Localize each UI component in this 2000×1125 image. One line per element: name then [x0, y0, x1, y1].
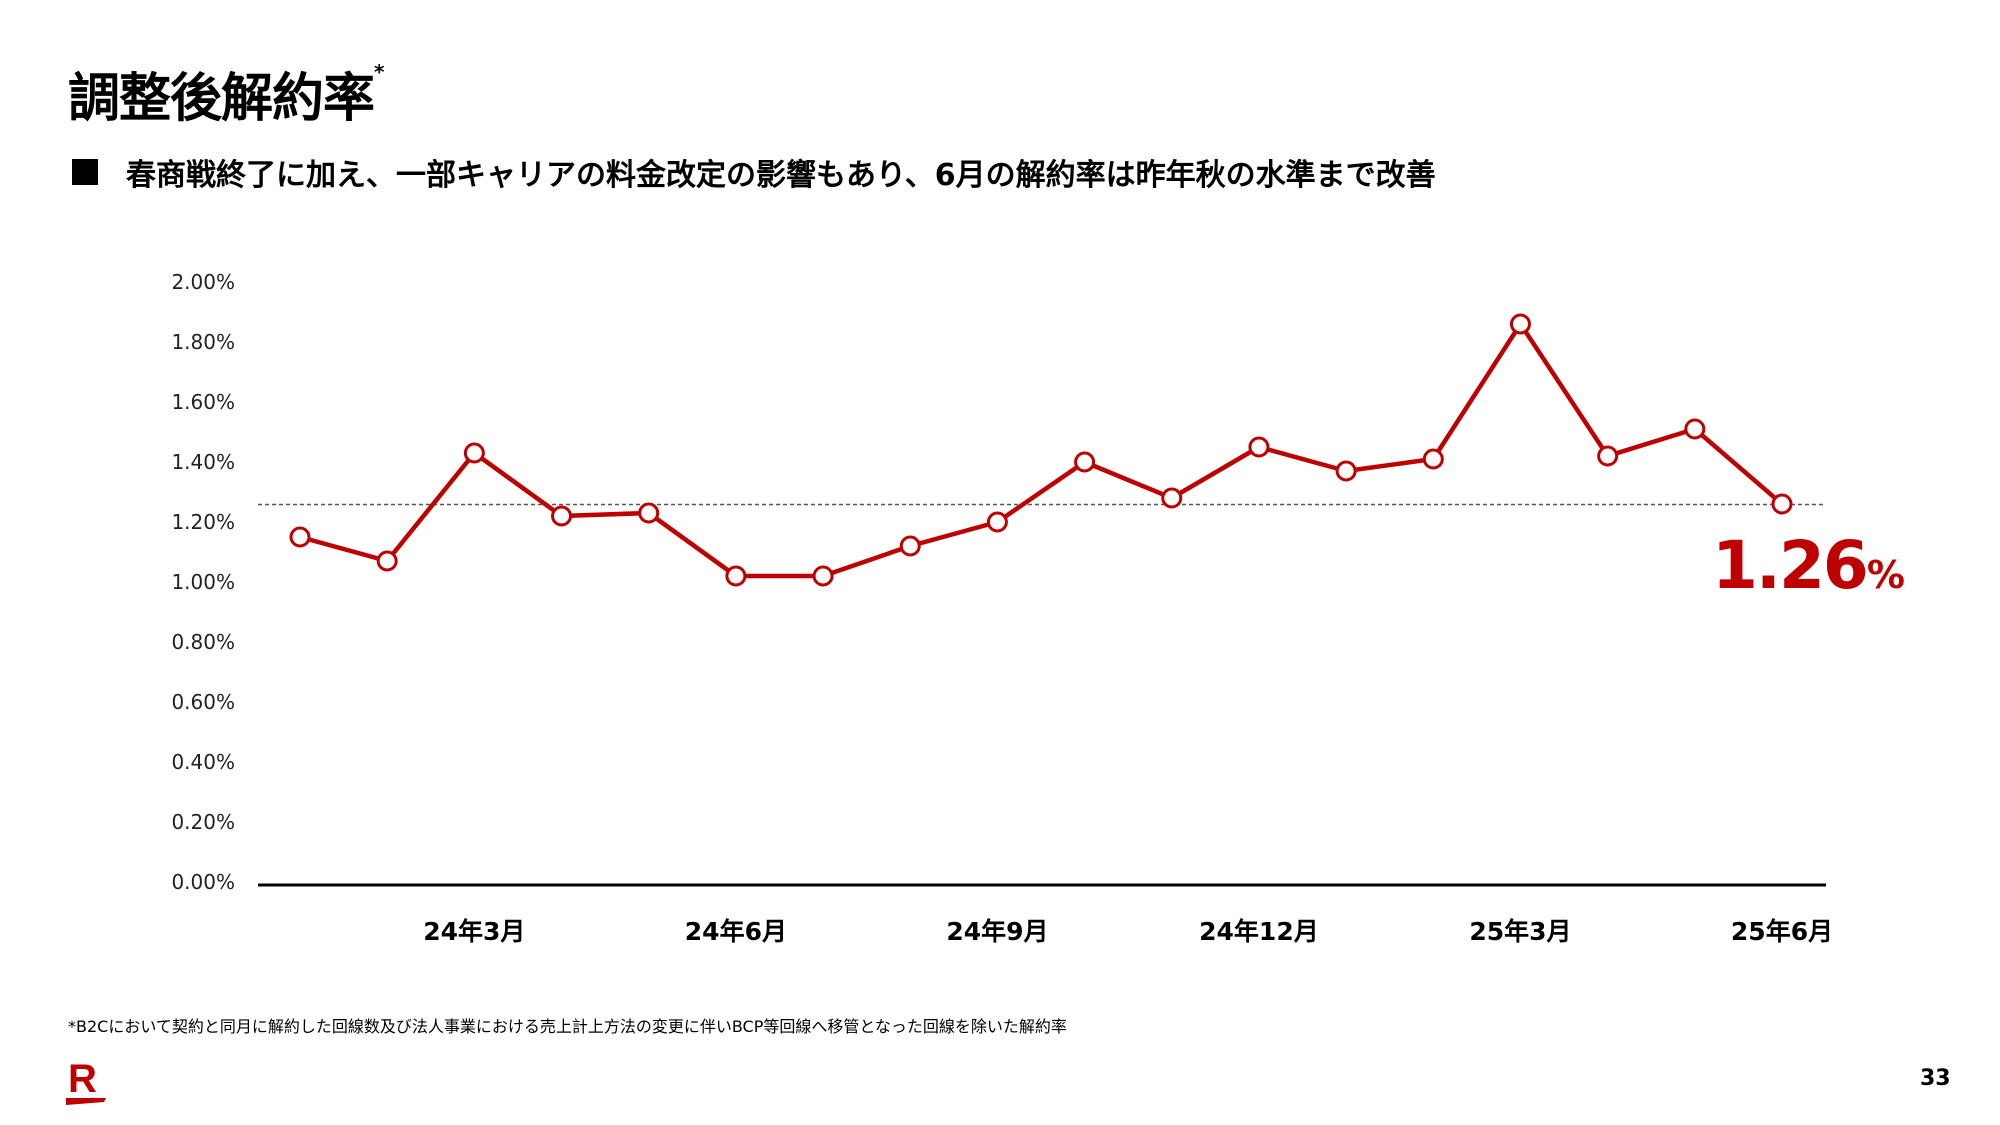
y-tick-label: 1.80%: [171, 330, 235, 354]
subtitle-text: 春商戦終了に加え、一部キャリアの料金改定の影響もあり、6月の解約率は昨年秋の水準…: [126, 158, 1436, 193]
x-tick-label: 25年3月: [1469, 917, 1571, 946]
data-point: [463, 442, 485, 464]
data-point: [1422, 448, 1444, 470]
page-title: 調整後解約率*: [68, 56, 385, 131]
x-tick-label: 24年9月: [946, 917, 1048, 946]
series-line: [299, 321, 1784, 579]
data-point: [1684, 418, 1706, 440]
annotation-value: 1.26: [1712, 527, 1867, 604]
title-footnote-mark: *: [374, 60, 385, 84]
x-tick-label: 24年6月: [685, 917, 787, 946]
data-point: [289, 526, 311, 548]
y-tick-label: 1.20%: [171, 510, 235, 534]
data-point: [551, 505, 573, 527]
y-tick-label: 0.00%: [171, 870, 235, 894]
y-tick-label: 0.20%: [171, 810, 235, 834]
data-point: [1597, 445, 1619, 467]
data-point: [725, 565, 747, 587]
subtitle: 春商戦終了に加え、一部キャリアの料金改定の影響もあり、6月の解約率は昨年秋の水準…: [72, 150, 1436, 194]
annotation-unit: %: [1867, 553, 1904, 597]
title-text: 調整後解約率: [68, 69, 375, 129]
y-tick-label: 2.00%: [171, 270, 235, 294]
data-point: [376, 550, 398, 572]
data-point: [986, 511, 1008, 533]
x-tick-label: 24年3月: [423, 917, 525, 946]
rakuten-logo: R: [66, 1057, 106, 1105]
page-number: 33: [1920, 1066, 1951, 1091]
y-tick-label: 1.40%: [171, 450, 235, 474]
x-tick-label: 25年6月: [1731, 917, 1833, 946]
data-point: [812, 565, 834, 587]
y-tick-label: 1.60%: [171, 390, 235, 414]
data-point: [1161, 487, 1183, 509]
y-tick-label: 1.00%: [171, 570, 235, 594]
footnote: *B2Cにおいて契約と同月に解約した回線数及び法人事業における売上計上方法の変更…: [68, 1017, 1067, 1036]
y-tick-label: 0.40%: [171, 750, 235, 774]
data-point: [1771, 493, 1793, 515]
y-tick-label: 0.80%: [171, 630, 235, 654]
data-point: [1074, 451, 1096, 473]
data-point: [1248, 436, 1270, 458]
x-tick-label: 24年12月: [1199, 917, 1319, 946]
data-point: [1509, 313, 1531, 335]
data-point: [1335, 460, 1357, 482]
square-bullet-icon: [72, 159, 98, 185]
data-point: [899, 535, 921, 557]
data-point: [638, 502, 660, 524]
svg-text:R: R: [68, 1057, 97, 1101]
latest-value-annotation: 1.26%: [1712, 527, 1904, 604]
y-tick-label: 0.60%: [171, 690, 235, 714]
